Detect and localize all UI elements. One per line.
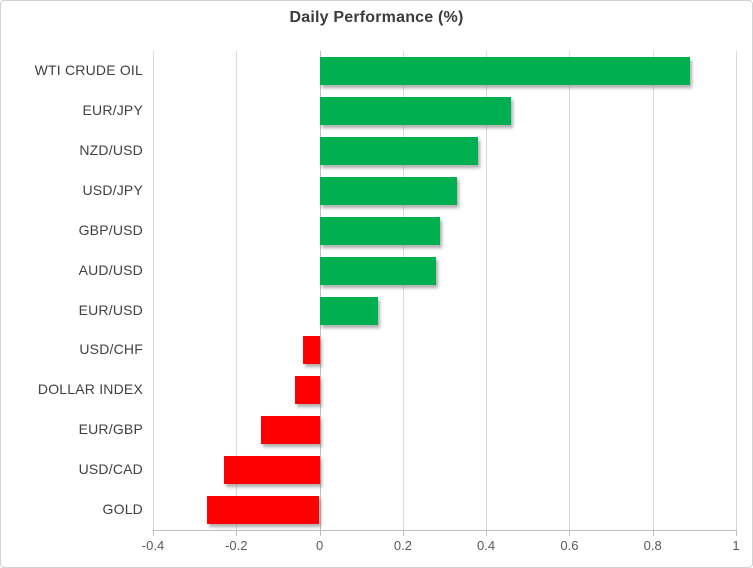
bar-negative: [261, 416, 320, 445]
category-label: GOLD: [102, 501, 143, 518]
category-label: USD/CAD: [78, 461, 143, 478]
grid-line: [569, 51, 571, 530]
category-label: NZD/USD: [79, 141, 143, 158]
axis-tick: [569, 530, 571, 536]
x-tick-label: 0.2: [393, 538, 412, 553]
axis-tick: [402, 530, 404, 536]
bar-positive: [319, 176, 457, 205]
bar-positive: [319, 216, 441, 245]
grid-line: [236, 51, 238, 530]
axis-tick: [652, 530, 654, 536]
bar-negative: [294, 376, 320, 405]
axis-tick: [486, 530, 488, 536]
x-tick-label: 0: [315, 538, 324, 553]
x-tick-label: 1: [732, 538, 740, 553]
x-tick-label: 0.8: [643, 538, 662, 553]
category-label: AUD/USD: [78, 261, 143, 278]
category-label: WTI CRUDE OIL: [34, 62, 143, 78]
bar-positive: [319, 57, 691, 85]
category-label: EUR/USD: [78, 301, 143, 318]
category-label: USD/CHF: [79, 341, 143, 358]
category-label: EUR/JPY: [82, 101, 143, 118]
category-label: EUR/GBP: [78, 421, 143, 438]
bar-negative: [207, 496, 320, 524]
category-label: DOLLAR INDEX: [37, 381, 143, 398]
bar-positive: [319, 256, 437, 285]
x-tick-label: -0.4: [141, 538, 165, 553]
x-tick-label: 0.4: [477, 538, 496, 553]
x-axis-line: [153, 530, 736, 531]
grid-line: [486, 51, 488, 530]
axis-tick: [736, 530, 737, 536]
axis-tick: [319, 530, 321, 536]
bar-positive: [319, 136, 478, 165]
bar-positive: [319, 296, 378, 325]
bar-negative: [223, 456, 320, 485]
category-label: GBP/USD: [78, 221, 143, 238]
axis-tick: [153, 530, 154, 536]
bar-negative: [302, 336, 320, 365]
category-label: USD/JPY: [82, 181, 143, 198]
chart-title: Daily Performance (%): [289, 9, 464, 26]
bar-positive: [319, 96, 512, 125]
zero-axis-line: [319, 51, 321, 530]
grid-line: [652, 51, 654, 530]
grid-line: [736, 51, 737, 530]
grid-line: [153, 51, 154, 530]
x-tick-label: -0.2: [225, 538, 248, 553]
grid-line: [402, 51, 404, 530]
axis-tick: [236, 530, 238, 536]
x-tick-label: 0.6: [560, 538, 579, 553]
